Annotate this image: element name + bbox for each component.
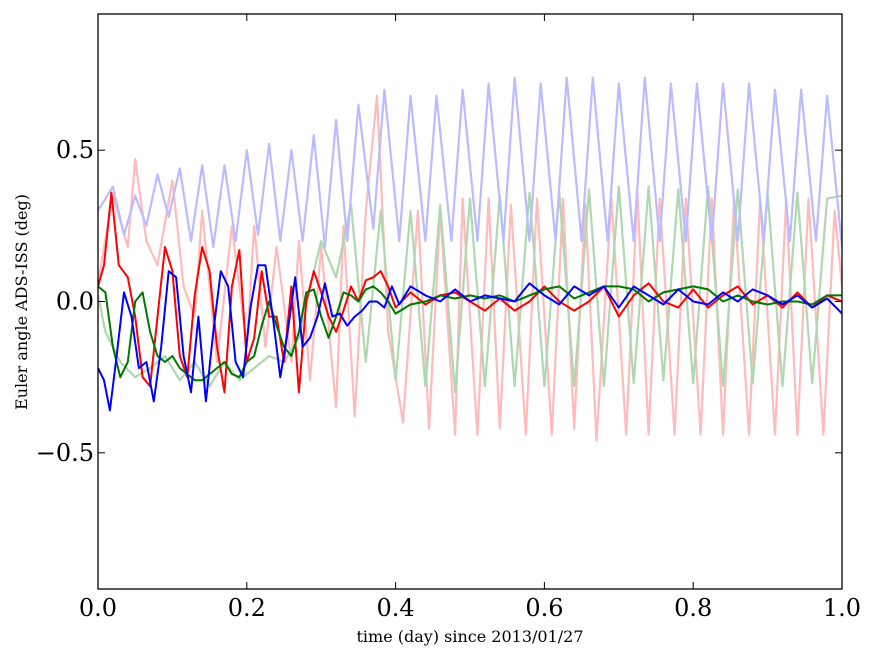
series-line-4 bbox=[98, 285, 842, 382]
series-line-5 bbox=[98, 264, 842, 412]
series-line-2 bbox=[98, 76, 842, 249]
x-tick-label: 0.8 bbox=[674, 594, 712, 622]
x-axis-label: time (day) since 2013/01/27 bbox=[356, 627, 583, 646]
y-tick-label: 0.0 bbox=[56, 288, 94, 316]
y-axis-label: Euler angle ADS-ISS (deg) bbox=[12, 194, 31, 410]
y-tick-label: 0.5 bbox=[56, 136, 94, 164]
x-tick-label: 0.4 bbox=[377, 594, 415, 622]
x-tick-label: 0.6 bbox=[525, 594, 563, 622]
series-line-0 bbox=[98, 94, 842, 442]
y-tick-label: −0.5 bbox=[36, 439, 94, 467]
x-tick-label: 1.0 bbox=[823, 594, 861, 622]
x-tick-label: 0.2 bbox=[228, 594, 266, 622]
x-tick-label: 0.0 bbox=[79, 594, 117, 622]
